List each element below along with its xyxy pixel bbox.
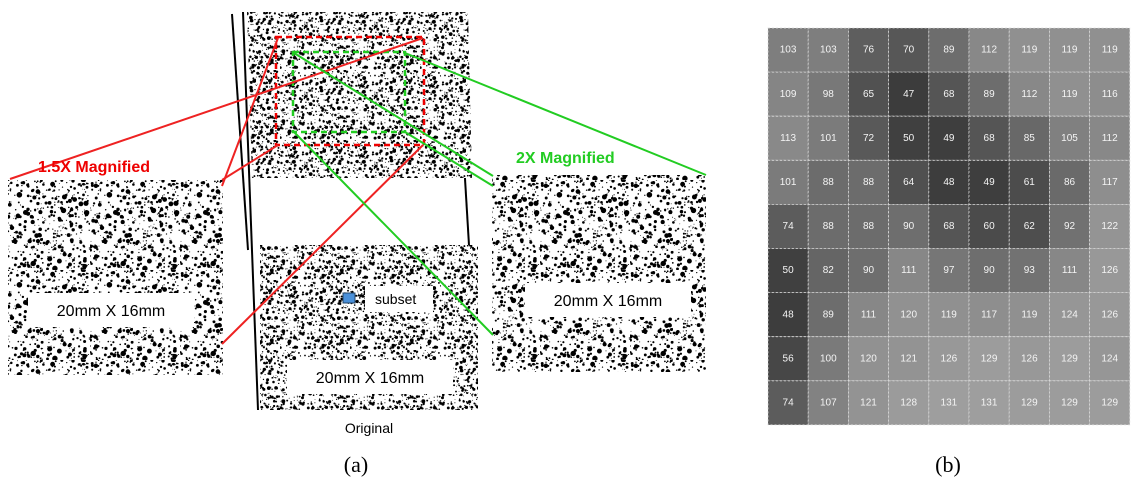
pixel-value: 124 bbox=[1101, 353, 1118, 364]
pixel-value: 49 bbox=[984, 177, 996, 188]
pixel-value: 64 bbox=[903, 177, 915, 188]
pixel-value: 88 bbox=[863, 221, 875, 232]
panel-b: 103 103 76 70 89 112 119 119 119 109 98 65 47 68 89 112… bbox=[768, 28, 1130, 425]
pixel-value: 128 bbox=[900, 397, 917, 408]
pixel-value: 119 bbox=[1021, 309, 1037, 320]
pixel-value: 129 bbox=[981, 353, 998, 364]
figure: 1.5X Magnified 2X Magnified 20mm X 16mm … bbox=[0, 0, 1131, 482]
pixel-value: 103 bbox=[820, 45, 837, 56]
magnified-speckle-right bbox=[492, 175, 706, 372]
caption-b: (b) bbox=[935, 452, 961, 477]
pixel-value: 60 bbox=[984, 221, 996, 232]
pixel-value: 48 bbox=[783, 309, 795, 320]
pixel-value: 90 bbox=[903, 221, 915, 232]
pixel-value: 85 bbox=[1024, 133, 1036, 144]
original-label: Original bbox=[345, 420, 393, 436]
pixel-value: 129 bbox=[1061, 397, 1078, 408]
pixel-value: 90 bbox=[863, 265, 875, 276]
pixel-value: 113 bbox=[780, 133, 796, 144]
pixel-value: 76 bbox=[863, 45, 875, 56]
center-size: 20mm X 16mm bbox=[316, 370, 424, 387]
pixel-value: 47 bbox=[903, 89, 915, 100]
pixel-value: 88 bbox=[863, 177, 875, 188]
pixel-value: 74 bbox=[783, 221, 795, 232]
pixel-value: 111 bbox=[861, 309, 877, 320]
panel-a: 1.5X Magnified 2X Magnified 20mm X 16mm … bbox=[8, 12, 706, 477]
pixel-value: 89 bbox=[984, 89, 996, 100]
pixel-value: 129 bbox=[1101, 397, 1118, 408]
pixel-value: 68 bbox=[984, 133, 996, 144]
pixel-value: 50 bbox=[903, 133, 915, 144]
right-size: 20mm X 16mm bbox=[554, 293, 662, 310]
pixel-value: 112 bbox=[981, 45, 997, 56]
pixel-value: 92 bbox=[1064, 221, 1076, 232]
pixel-value: 124 bbox=[1061, 309, 1078, 320]
pixel-value: 120 bbox=[900, 309, 917, 320]
magnified-speckle-left bbox=[8, 180, 223, 375]
right-label: 2X Magnified bbox=[516, 150, 615, 167]
pixel-value: 119 bbox=[1062, 45, 1078, 56]
pixel-value: 112 bbox=[1102, 133, 1118, 144]
pixel-value: 129 bbox=[1021, 397, 1038, 408]
pixel-value: 111 bbox=[901, 265, 917, 276]
pixel-value: 129 bbox=[1061, 353, 1078, 364]
pixel-value: 49 bbox=[943, 133, 955, 144]
pixel-value: 103 bbox=[780, 45, 797, 56]
pixel-value: 131 bbox=[941, 397, 958, 408]
pixel-value: 56 bbox=[783, 353, 795, 364]
pixel-value: 90 bbox=[984, 265, 996, 276]
pixel-value: 72 bbox=[863, 133, 875, 144]
pixel-value: 65 bbox=[863, 89, 875, 100]
pixel-value: 48 bbox=[943, 177, 955, 188]
subset-square bbox=[343, 293, 355, 303]
pixel-value: 86 bbox=[1064, 177, 1076, 188]
pixel-value: 88 bbox=[823, 221, 835, 232]
pixel-value: 122 bbox=[1101, 221, 1118, 232]
pixel-value: 109 bbox=[780, 89, 797, 100]
pixel-value: 119 bbox=[941, 309, 957, 320]
pixel-value: 126 bbox=[941, 353, 958, 364]
pixel-value: 93 bbox=[1024, 265, 1036, 276]
frame-line bbox=[232, 14, 248, 250]
caption-a: (a) bbox=[344, 452, 368, 477]
left-size: 20mm X 16mm bbox=[57, 303, 165, 320]
pixel-value: 131 bbox=[981, 397, 998, 408]
pixel-value: 62 bbox=[1024, 221, 1036, 232]
pixel-value: 70 bbox=[903, 45, 915, 56]
pixel-value: 89 bbox=[943, 45, 955, 56]
pixel-value: 101 bbox=[820, 133, 837, 144]
pixel-value: 101 bbox=[780, 177, 797, 188]
pixel-value: 82 bbox=[823, 265, 835, 276]
pixel-value: 98 bbox=[823, 89, 835, 100]
pixel-value: 116 bbox=[1102, 89, 1118, 100]
pixel-value: 126 bbox=[1021, 353, 1038, 364]
pixel-value: 107 bbox=[820, 397, 837, 408]
pixel-value: 121 bbox=[900, 353, 917, 364]
pixel-value: 117 bbox=[981, 309, 997, 320]
pixel-value: 61 bbox=[1024, 177, 1036, 188]
subset-label: subset bbox=[375, 291, 416, 307]
pixel-value: 119 bbox=[1062, 89, 1078, 100]
pixel-value: 68 bbox=[943, 221, 955, 232]
pixel-value: 119 bbox=[1102, 45, 1118, 56]
pixel-value: 89 bbox=[823, 309, 835, 320]
pixel-value: 111 bbox=[1062, 265, 1078, 276]
pixel-value: 100 bbox=[820, 353, 837, 364]
left-label: 1.5X Magnified bbox=[38, 159, 150, 176]
pixel-value: 121 bbox=[860, 397, 877, 408]
pixel-value: 117 bbox=[1102, 177, 1118, 188]
pixel-value: 126 bbox=[1101, 309, 1118, 320]
pixel-value: 50 bbox=[783, 265, 795, 276]
pixel-value: 105 bbox=[1061, 133, 1078, 144]
pixel-value: 88 bbox=[823, 177, 835, 188]
pixel-value: 126 bbox=[1101, 265, 1118, 276]
pixel-value: 68 bbox=[943, 89, 955, 100]
pixel-value: 74 bbox=[783, 397, 795, 408]
pixel-value: 119 bbox=[1021, 45, 1037, 56]
pixel-value: 97 bbox=[943, 265, 955, 276]
pixel-value: 112 bbox=[1021, 89, 1037, 100]
pixel-value: 120 bbox=[860, 353, 877, 364]
